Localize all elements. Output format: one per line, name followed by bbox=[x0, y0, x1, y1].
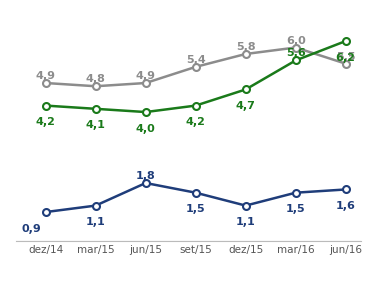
Text: 4,2: 4,2 bbox=[186, 117, 205, 127]
Text: 4,2: 4,2 bbox=[36, 117, 56, 127]
Text: 1,8: 1,8 bbox=[136, 171, 156, 181]
Text: 6,0: 6,0 bbox=[286, 36, 305, 46]
Text: 1,5: 1,5 bbox=[186, 204, 205, 214]
Text: 5,8: 5,8 bbox=[236, 42, 256, 52]
Text: 0,9: 0,9 bbox=[22, 224, 42, 234]
Text: 5,4: 5,4 bbox=[186, 55, 205, 65]
Text: 4,0: 4,0 bbox=[136, 124, 156, 134]
Text: 4,9: 4,9 bbox=[136, 71, 156, 81]
Text: 1,1: 1,1 bbox=[236, 217, 256, 227]
Text: 4,7: 4,7 bbox=[236, 101, 256, 111]
Text: 1,5: 1,5 bbox=[286, 204, 305, 214]
Text: 4,8: 4,8 bbox=[86, 74, 105, 84]
Text: 4,9: 4,9 bbox=[36, 71, 56, 81]
Text: 1,6: 1,6 bbox=[336, 201, 356, 211]
Text: 5,6: 5,6 bbox=[286, 49, 305, 59]
Text: 1,1: 1,1 bbox=[86, 217, 105, 227]
Text: 5,5: 5,5 bbox=[336, 52, 356, 62]
Text: 6,2: 6,2 bbox=[336, 53, 356, 63]
Text: 4,1: 4,1 bbox=[86, 121, 105, 131]
